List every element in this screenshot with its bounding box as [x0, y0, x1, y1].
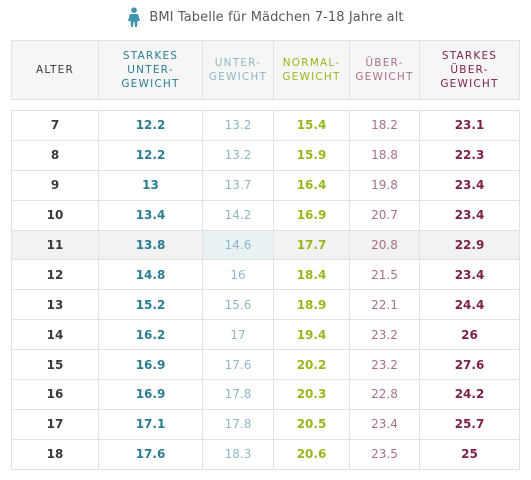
cell-starkes-uebergewicht: 24.2	[419, 379, 520, 410]
header-starkes-untergewicht: STARKES UNTER- GEWICHT	[98, 40, 203, 100]
header-untergewicht: UNTER- GEWICHT	[202, 40, 274, 100]
cell-starkes-uebergewicht: 23.1	[419, 110, 520, 141]
cell-alter: 13	[11, 289, 99, 321]
cell-uebergewicht: 20.8	[349, 229, 420, 261]
cell-untergewicht: 13.7	[202, 169, 274, 201]
cell-alter: 18	[11, 438, 99, 470]
cell-starkes-untergewicht: 15.2	[98, 289, 203, 321]
cell-uebergewicht: 22.1	[349, 289, 420, 321]
cell-starkes-untergewicht: 17.1	[98, 408, 203, 440]
cell-starkes-uebergewicht: 22.3	[419, 139, 520, 171]
cell-uebergewicht: 18.2	[349, 110, 420, 141]
cell-starkes-untergewicht: 16.9	[98, 349, 203, 381]
cell-normalgewicht: 15.9	[273, 139, 350, 171]
table-row: 13 15.2 15.6 18.9 22.1 24.4	[11, 289, 520, 321]
cell-normalgewicht: 19.4	[273, 319, 350, 351]
table-row: 7 12.2 13.2 15.4 18.2 23.1	[11, 110, 520, 141]
cell-untergewicht: 17.8	[202, 408, 274, 440]
cell-untergewicht: 15.6	[202, 289, 274, 321]
cell-alter: 7	[11, 110, 99, 141]
table-row: 16 16.9 17.8 20.3 22.8 24.2	[11, 379, 520, 410]
page-title: BMI Tabelle für Mädchen 7-18 Jahre alt	[149, 9, 404, 25]
table-row: 10 13.4 14.2 16.9 20.7 23.4	[11, 199, 520, 231]
cell-normalgewicht: 20.2	[273, 349, 350, 381]
cell-untergewicht: 18.3	[202, 438, 274, 470]
header-uebergewicht: ÜBER- GEWICHT	[349, 40, 420, 100]
cell-untergewicht: 13.2	[202, 139, 274, 171]
cell-normalgewicht: 18.9	[273, 289, 350, 321]
table-row: 11 13.8 14.6 17.7 20.8 22.9	[11, 229, 520, 261]
cell-normalgewicht: 20.6	[273, 438, 350, 470]
cell-alter: 10	[11, 199, 99, 231]
cell-alter: 17	[11, 408, 99, 440]
cell-starkes-untergewicht: 12.2	[98, 110, 203, 141]
cell-untergewicht: 17.6	[202, 349, 274, 381]
cell-starkes-uebergewicht: 24.4	[419, 289, 520, 321]
cell-starkes-untergewicht: 17.6	[98, 438, 203, 470]
cell-alter: 9	[11, 169, 99, 201]
cell-starkes-uebergewicht: 23.4	[419, 259, 520, 291]
table-row: 8 12.2 13.2 15.9 18.8 22.3	[11, 139, 520, 171]
cell-untergewicht: 14.2	[202, 199, 274, 231]
cell-alter: 11	[11, 229, 99, 261]
cell-starkes-uebergewicht: 22.9	[419, 229, 520, 261]
cell-normalgewicht: 20.5	[273, 408, 350, 440]
cell-starkes-uebergewicht: 25	[419, 438, 520, 470]
cell-alter: 15	[11, 349, 99, 381]
table-row: 15 16.9 17.6 20.2 23.2 27.6	[11, 349, 520, 381]
girl-icon	[128, 7, 141, 27]
cell-starkes-uebergewicht: 26	[419, 319, 520, 351]
cell-uebergewicht: 23.4	[349, 408, 420, 440]
cell-untergewicht: 17.8	[202, 379, 274, 410]
table-row: 14 16.2 17 19.4 23.2 26	[11, 319, 520, 351]
cell-normalgewicht: 17.7	[273, 229, 350, 261]
table-header-row: ALTER STARKES UNTER- GEWICHT UNTER- GEWI…	[11, 40, 520, 100]
cell-alter: 12	[11, 259, 99, 291]
cell-untergewicht: 17	[202, 319, 274, 351]
cell-uebergewicht: 23.2	[349, 349, 420, 381]
table-row: 18 17.6 18.3 20.6 23.5 25	[11, 438, 520, 470]
cell-normalgewicht: 16.9	[273, 199, 350, 231]
cell-alter: 14	[11, 319, 99, 351]
cell-starkes-uebergewicht: 25.7	[419, 408, 520, 440]
cell-normalgewicht: 20.3	[273, 379, 350, 410]
cell-untergewicht: 14.6	[202, 229, 274, 261]
header-alter: ALTER	[11, 40, 99, 100]
cell-normalgewicht: 18.4	[273, 259, 350, 291]
cell-starkes-uebergewicht: 27.6	[419, 349, 520, 381]
cell-untergewicht: 16	[202, 259, 274, 291]
cell-uebergewicht: 22.8	[349, 379, 420, 410]
cell-alter: 8	[11, 139, 99, 171]
cell-starkes-untergewicht: 14.8	[98, 259, 203, 291]
table-row: 12 14.8 16 18.4 21.5 23.4	[11, 259, 520, 291]
table-title: BMI Tabelle für Mädchen 7-18 Jahre alt	[0, 6, 531, 28]
cell-starkes-uebergewicht: 23.4	[419, 199, 520, 231]
table-spacer	[11, 99, 520, 111]
table-row: 9 13 13.7 16.4 19.8 23.4	[11, 169, 520, 201]
cell-normalgewicht: 15.4	[273, 110, 350, 141]
cell-uebergewicht: 20.7	[349, 199, 420, 231]
cell-uebergewicht: 23.2	[349, 319, 420, 351]
header-starkes-uebergewicht: STARKES ÜBER- GEWICHT	[419, 40, 520, 100]
bmi-table: ALTER STARKES UNTER- GEWICHT UNTER- GEWI…	[11, 40, 520, 470]
cell-normalgewicht: 16.4	[273, 169, 350, 201]
cell-uebergewicht: 23.5	[349, 438, 420, 470]
cell-starkes-untergewicht: 12.2	[98, 139, 203, 171]
cell-starkes-untergewicht: 13.4	[98, 199, 203, 231]
cell-uebergewicht: 21.5	[349, 259, 420, 291]
cell-starkes-untergewicht: 13.8	[98, 229, 203, 261]
cell-starkes-untergewicht: 16.2	[98, 319, 203, 351]
header-normalgewicht: NORMAL- GEWICHT	[273, 40, 350, 100]
cell-starkes-untergewicht: 16.9	[98, 379, 203, 410]
cell-alter: 16	[11, 379, 99, 410]
cell-starkes-untergewicht: 13	[98, 169, 203, 201]
cell-untergewicht: 13.2	[202, 110, 274, 141]
table-row: 17 17.1 17.8 20.5 23.4 25.7	[11, 408, 520, 440]
cell-starkes-uebergewicht: 23.4	[419, 169, 520, 201]
cell-uebergewicht: 19.8	[349, 169, 420, 201]
cell-uebergewicht: 18.8	[349, 139, 420, 171]
